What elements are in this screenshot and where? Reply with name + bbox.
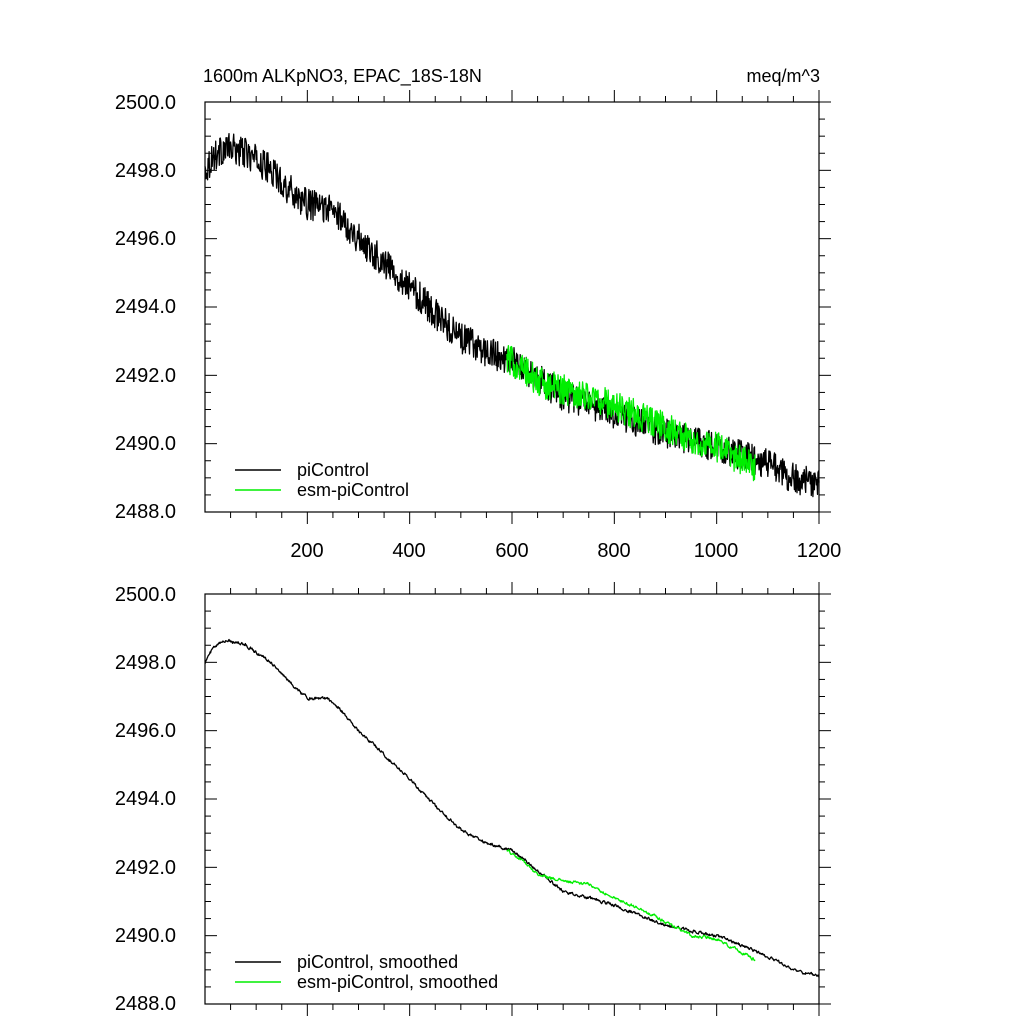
x-tick-label: 600 xyxy=(495,540,528,562)
legend-label: esm-piControl xyxy=(297,480,409,500)
y-tick-label: 2500.0 xyxy=(115,92,176,114)
y-tick-label: 2492.0 xyxy=(115,857,176,879)
y-tick-label: 2498.0 xyxy=(115,652,176,674)
bottom-panel: 2488.0 2490.0 2492.0 2494.0 2496.0 2498.… xyxy=(115,582,831,1016)
legend: piControl esm-piControl xyxy=(235,460,409,500)
legend: piControl, smoothed esm-piControl, smoot… xyxy=(235,952,498,992)
axis-ticks xyxy=(205,582,831,1016)
y-tick-label: 2490.0 xyxy=(115,433,176,455)
y-tick-label: 2490.0 xyxy=(115,925,176,947)
x-axis-labels: 200 400 600 800 1000 1200 xyxy=(290,540,841,562)
x-tick-label: 800 xyxy=(597,540,630,562)
units-label: meq/m^3 xyxy=(747,66,820,86)
x-tick-label: 400 xyxy=(392,540,425,562)
axis-ticks xyxy=(205,90,831,524)
y-axis-labels: 2488.0 2490.0 2492.0 2494.0 2496.0 2498.… xyxy=(115,92,176,523)
series-line-picontrol-smoothed xyxy=(204,638,820,978)
y-axis-labels: 2488.0 2490.0 2492.0 2494.0 2496.0 2498.… xyxy=(115,584,176,1015)
legend-label: piControl xyxy=(297,460,369,480)
chart-title: 1600m ALKpNO3, EPAC_18S-18N xyxy=(203,66,482,87)
x-tick-label: 200 xyxy=(290,540,323,562)
series-line-esm-picontrol xyxy=(506,345,756,482)
y-tick-label: 2492.0 xyxy=(115,365,176,387)
series-line-esm-picontrol-smoothed xyxy=(506,849,756,962)
y-tick-label: 2500.0 xyxy=(115,584,176,606)
x-tick-label: 1200 xyxy=(797,540,842,562)
y-tick-label: 2498.0 xyxy=(115,160,176,182)
series-layer xyxy=(204,638,820,978)
x-tick-label: 1000 xyxy=(694,540,739,562)
y-tick-label: 2496.0 xyxy=(115,720,176,742)
y-tick-label: 2488.0 xyxy=(115,993,176,1015)
legend-label: piControl, smoothed xyxy=(297,952,458,972)
legend-label: esm-piControl, smoothed xyxy=(297,972,498,992)
y-tick-label: 2488.0 xyxy=(115,501,176,523)
y-tick-label: 2496.0 xyxy=(115,228,176,250)
series-layer xyxy=(204,132,820,498)
y-tick-label: 2494.0 xyxy=(115,296,176,318)
y-tick-label: 2494.0 xyxy=(115,788,176,810)
top-panel: 1600m ALKpNO3, EPAC_18S-18N meq/m^3 2488… xyxy=(115,66,841,562)
